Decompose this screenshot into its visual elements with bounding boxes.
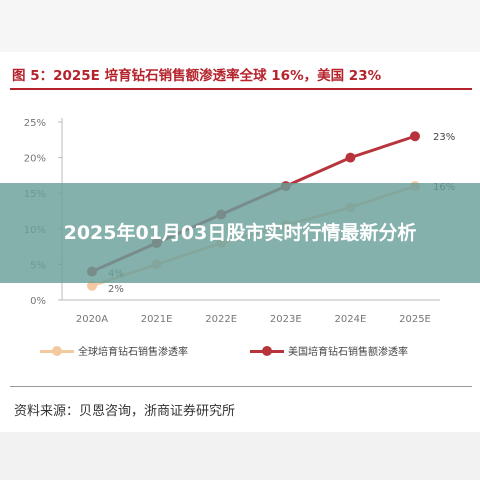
data-point-global: [87, 280, 97, 291]
y-tick-label: 25%: [24, 118, 46, 129]
headline-banner: 2025年01月03日股市实时行情最新分析: [0, 183, 480, 283]
y-tick-label: 0%: [30, 296, 46, 307]
legend-swatch-global: [40, 345, 74, 356]
bottom-strip: [0, 432, 480, 480]
y-tick-label: 20%: [24, 154, 46, 165]
x-tick-label: 2025E: [399, 314, 431, 325]
title-rule: [10, 88, 472, 90]
figure-title: 图 5：2025E 培育钻石销售额渗透率全球 16%，美国 23%: [12, 68, 382, 84]
data-point-us: [410, 131, 420, 142]
headline-text: 2025年01月03日股市实时行情最新分析: [63, 222, 417, 244]
x-axis: 2020A 2021E 2022E 2023E 2024E 2025E: [62, 299, 440, 325]
x-tick-label: 2024E: [335, 314, 367, 325]
legend-label-global: 全球培育钻石销售渗透率: [78, 347, 188, 358]
end-label-us: 23%: [433, 132, 455, 143]
legend-swatch-us: [250, 345, 284, 356]
source-note: 资料来源：贝恩咨询，浙商证券研究所: [14, 404, 236, 419]
x-tick-label: 2022E: [205, 314, 237, 325]
x-tick-label: 2020A: [76, 314, 108, 325]
source-rule: [10, 386, 472, 387]
x-tick-label: 2023E: [270, 314, 302, 325]
data-point-us: [345, 152, 356, 163]
legend-item-us: 美国培育钻石销售额渗透率: [250, 343, 408, 358]
start-label-global: 2%: [108, 284, 124, 295]
legend-label-us: 美国培育钻石销售额渗透率: [288, 347, 408, 358]
legend-item-global: 全球培育钻石销售渗透率: [40, 343, 188, 358]
x-tick-label: 2021E: [141, 314, 173, 325]
